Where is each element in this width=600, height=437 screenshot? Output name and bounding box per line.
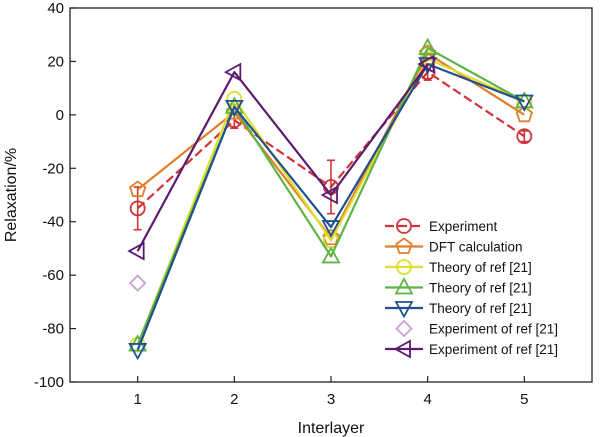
legend-label: Theory of ref [21] bbox=[429, 301, 532, 316]
data-point bbox=[322, 228, 340, 246]
data-point bbox=[129, 180, 147, 198]
legend-item: Experiment bbox=[385, 218, 498, 234]
legend-label: Experiment of ref [21] bbox=[429, 322, 558, 337]
data-point bbox=[321, 246, 341, 264]
legend-marker bbox=[396, 218, 412, 234]
legend-marker bbox=[394, 301, 414, 319]
legend-item: Theory of ref [21] bbox=[385, 277, 532, 296]
legend-label: Experiment bbox=[429, 219, 498, 234]
data-point bbox=[516, 128, 533, 145]
series-layer bbox=[127, 37, 534, 361]
x-tick-label: 5 bbox=[520, 391, 528, 408]
legend-item: Theory of ref [21] bbox=[385, 259, 532, 275]
legend-item: Experiment of ref [21] bbox=[395, 319, 558, 338]
series-7 bbox=[127, 54, 435, 261]
x-tick-label: 4 bbox=[423, 391, 431, 408]
y-tick-label: 40 bbox=[47, 0, 64, 17]
legend-marker bbox=[395, 319, 413, 338]
data-point bbox=[418, 57, 438, 75]
legend-marker bbox=[396, 259, 412, 275]
data-point bbox=[321, 220, 341, 238]
data-point bbox=[224, 96, 244, 114]
data-point bbox=[417, 54, 435, 74]
data-point bbox=[127, 241, 145, 261]
legend: Experiment DFT calculation Theory of ref [… bbox=[385, 218, 558, 359]
x-tick-label: 3 bbox=[327, 391, 335, 408]
legend-label: Experiment of ref [21] bbox=[429, 342, 558, 357]
series-line bbox=[136, 63, 429, 252]
data-point bbox=[128, 274, 147, 292]
y-tick-label: 20 bbox=[47, 53, 64, 70]
data-point bbox=[224, 99, 244, 118]
y-tick-label: 0 bbox=[56, 107, 64, 124]
legend-marker bbox=[395, 237, 413, 254]
series-5 bbox=[128, 57, 534, 361]
y-tick-label: -80 bbox=[42, 321, 64, 338]
y-tick-label: -60 bbox=[42, 267, 64, 284]
y-tick-label: -40 bbox=[42, 214, 64, 231]
legend-label: Theory of ref [21] bbox=[429, 260, 532, 275]
legend-item: DFT calculation bbox=[385, 237, 523, 255]
x-tick-label: 2 bbox=[230, 391, 238, 408]
data-point bbox=[514, 94, 534, 112]
x-axis-label: Interlayer bbox=[298, 420, 365, 437]
data-point bbox=[223, 62, 242, 82]
legend-marker bbox=[394, 277, 414, 295]
data-point bbox=[129, 200, 146, 217]
data-point bbox=[128, 343, 148, 361]
series-6 bbox=[128, 274, 147, 292]
legend-item: Experiment of ref [21] bbox=[385, 339, 558, 359]
legend-label: Theory of ref [21] bbox=[429, 281, 532, 296]
legend-label: DFT calculation bbox=[429, 240, 523, 255]
y-tick-label: -20 bbox=[42, 160, 64, 177]
y-axis-label: Relaxation/% bbox=[3, 148, 20, 242]
series-line bbox=[136, 62, 525, 351]
series-line bbox=[136, 57, 525, 346]
x-tick-label: 1 bbox=[133, 391, 141, 408]
axis-ticks: -100 -80 -60 -40 -20 0 20 40 1 2 3 4 5 bbox=[34, 0, 529, 408]
legend-item: Theory of ref [21] bbox=[385, 301, 532, 319]
data-point bbox=[418, 37, 438, 55]
data-point bbox=[320, 185, 338, 205]
data-point bbox=[515, 105, 533, 123]
y-tick-label: -100 bbox=[34, 374, 64, 391]
legend-marker bbox=[393, 339, 411, 359]
